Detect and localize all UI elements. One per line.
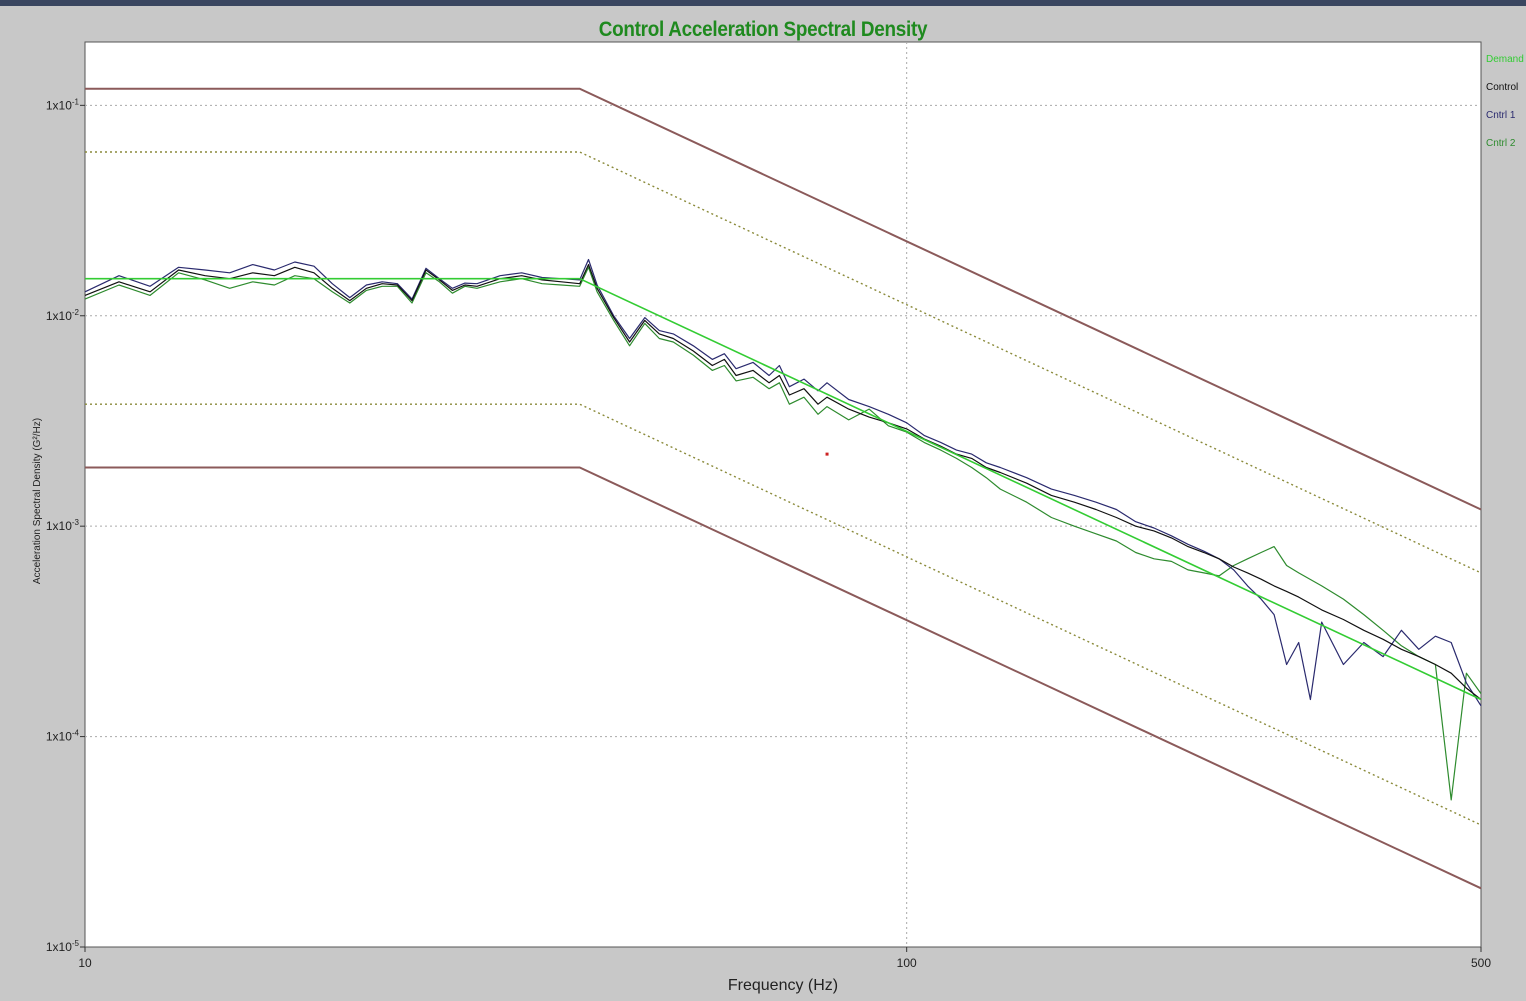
series-line-demand [85, 277, 1482, 701]
asd-chart: 1x10-1 1x10-2 1x10-3 1x10-4 1x10-5 10 100 500 D… [32, 41, 1524, 994]
tick-labels: 1x10-1 1x10-2 1x10-3 1x10-4 1x10-5 10 100 500 [46, 97, 1491, 970]
plot-area [84, 41, 1482, 948]
y-axis-title: Acceleration Spectral Density (G²/Hz) [32, 418, 43, 584]
legend-item-cntrl-2: Cntrl 2 [1486, 138, 1516, 149]
series-line-control [84, 264, 1482, 700]
grid [80, 42, 1482, 952]
chart-panel: Control Acceleration Spectral Density 1x… [0, 6, 1526, 1001]
upper-abort-limit-line [85, 87, 1482, 511]
y-tick-label: 1x10-5 [46, 939, 80, 954]
legend-item-control: Control [1486, 82, 1518, 93]
x-tick-label: 10 [78, 956, 92, 970]
x-axis-title: Frequency (Hz) [728, 977, 838, 994]
window-top-bar [0, 0, 1526, 6]
chart-title: Control Acceleration Spectral Density [598, 18, 928, 41]
y-tick-label: 1x10-1 [46, 97, 80, 112]
cursor-marker [825, 452, 829, 456]
legend-item-demand: Demand [1486, 54, 1524, 65]
series-line-cntrl-1 [84, 258, 1482, 707]
series-line-cntrl-2 [84, 266, 1482, 801]
y-tick-label: 1x10-2 [46, 308, 80, 323]
legend-item-cntrl-1: Cntrl 1 [1486, 110, 1516, 121]
y-tick-label: 1x10-3 [46, 518, 80, 533]
y-tick-label: 1x10-4 [46, 729, 80, 744]
series-lines [84, 258, 1482, 801]
limit-lines [85, 87, 1482, 890]
x-tick-label: 500 [1471, 956, 1491, 970]
x-tick-label: 100 [897, 956, 917, 970]
lower-abort-limit-line [85, 466, 1482, 890]
legend: Demand Control Cntrl 1 Cntrl 2 [1486, 54, 1524, 149]
